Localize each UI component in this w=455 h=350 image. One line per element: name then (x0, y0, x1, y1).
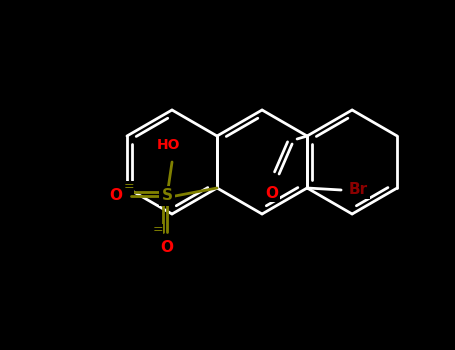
Text: HO: HO (156, 138, 180, 152)
Text: =: = (153, 224, 163, 237)
Text: O: O (109, 189, 122, 203)
Text: S: S (162, 189, 172, 203)
Text: O: O (266, 186, 278, 201)
Text: Br: Br (349, 182, 368, 197)
Text: O: O (161, 240, 173, 255)
Text: =: = (124, 181, 134, 194)
